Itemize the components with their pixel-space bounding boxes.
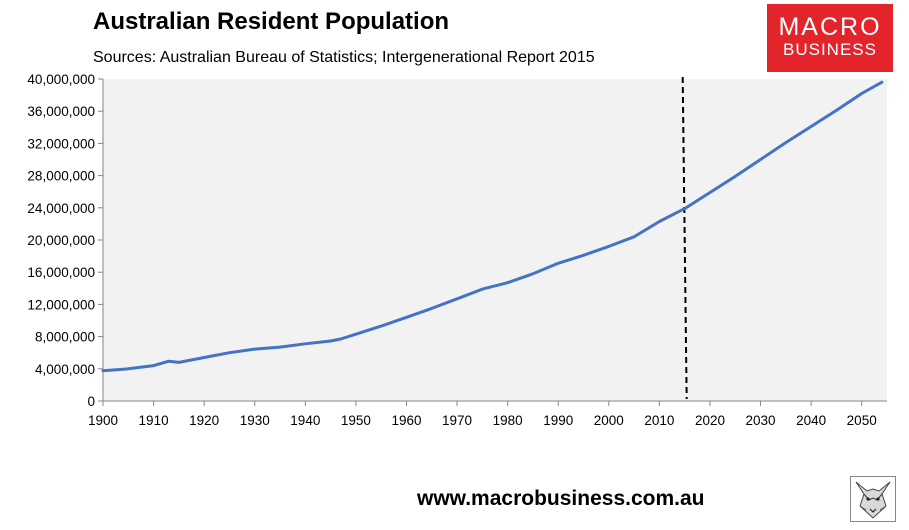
x-tick-label: 1950 (341, 413, 371, 428)
x-tick-label: 1910 (139, 413, 169, 428)
x-tick-label: 1900 (88, 413, 118, 428)
y-tick-label: 12,000,000 (27, 297, 95, 312)
macrobusiness-logo[interactable]: MACRO BUSINESS (767, 4, 893, 72)
x-tick-label: 1940 (290, 413, 320, 428)
y-tick-label: 24,000,000 (27, 201, 95, 216)
x-tick-label: 1980 (493, 413, 523, 428)
projection-divider-line (681, 76, 688, 400)
y-tick-label: 28,000,000 (27, 169, 95, 184)
logo-line-macro: MACRO (778, 13, 882, 41)
x-tick-label: 2050 (847, 413, 877, 428)
y-tick-label: 40,000,000 (27, 72, 95, 87)
y-tick-label: 20,000,000 (27, 233, 95, 248)
x-tick-label: 2000 (594, 413, 624, 428)
y-tick-label: 32,000,000 (27, 136, 95, 151)
chart-title: Australian Resident Population (93, 8, 450, 35)
x-tick-label: 2030 (746, 413, 776, 428)
logo-line-business: BUSINESS (783, 40, 877, 59)
plot-area (103, 79, 887, 401)
fox-emblem-icon (850, 476, 896, 522)
population-line-chart: 0 4,000,000 8,000,000 12,000,000 16,000,000 2… (27, 72, 887, 428)
x-tick-label: 1990 (543, 413, 573, 428)
y-tick-label: 0 (87, 394, 95, 409)
y-tick-label: 8,000,000 (35, 330, 95, 345)
x-tick-label: 2020 (695, 413, 725, 428)
chart-subtitle: Sources: Australian Bureau of Statistics… (93, 49, 595, 66)
population-series-line (101, 80, 884, 373)
footer-url[interactable]: www.macrobusiness.com.au (417, 487, 705, 510)
x-tick-label: 1970 (442, 413, 472, 428)
y-tick-label: 16,000,000 (27, 265, 95, 280)
y-tick-label: 4,000,000 (35, 362, 95, 377)
x-tick-label: 1920 (189, 413, 219, 428)
x-tick-label: 1960 (391, 413, 421, 428)
x-tick-label: 1930 (240, 413, 270, 428)
x-tick-label: 2010 (644, 413, 674, 428)
y-tick-label: 36,000,000 (27, 104, 95, 119)
x-tick-label: 2040 (796, 413, 826, 428)
